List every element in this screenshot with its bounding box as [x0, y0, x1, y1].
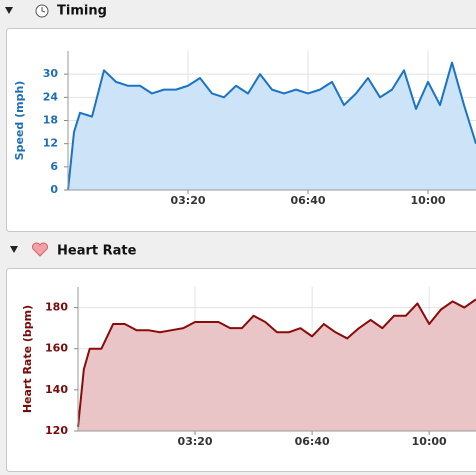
y-tick-label: 6 — [50, 160, 58, 173]
hr-header[interactable]: Heart Rate — [10, 242, 137, 259]
line — [67, 61, 476, 191]
collapse-arrow[interactable] — [5, 7, 13, 14]
section-title: Heart Rate — [57, 244, 137, 259]
y-tick-label: 120 — [45, 424, 68, 437]
x-tick-label: 03:20 — [170, 194, 205, 207]
x-tick-label: 03:20 — [178, 435, 213, 448]
x-tick-label: 10:00 — [412, 435, 447, 448]
y-tick-label: 140 — [45, 383, 68, 396]
y-axis-label: Heart Rate (bpm) — [21, 305, 34, 413]
y-axis-label: Speed (mph) — [13, 81, 26, 161]
line — [77, 298, 476, 427]
y-tick-label: 30 — [43, 67, 59, 80]
y-tick-label: 160 — [45, 342, 68, 355]
x-tick-label: 06:40 — [295, 435, 330, 448]
area — [78, 299, 476, 431]
collapse-arrow[interactable] — [10, 246, 18, 253]
area — [68, 62, 476, 191]
heart-icon — [32, 242, 48, 257]
x-tick-label: 10:00 — [410, 194, 445, 207]
clock-hands — [41, 7, 46, 13]
y-tick-label: 180 — [45, 301, 68, 314]
y-tick-label: 0 — [50, 183, 58, 196]
section-title: Timing — [57, 4, 107, 19]
x-tick-label: 06:40 — [290, 194, 325, 207]
y-tick-label: 18 — [43, 114, 58, 127]
y-tick-label: 12 — [43, 137, 58, 150]
y-tick-label: 24 — [43, 90, 59, 103]
timing-header[interactable]: Timing — [5, 4, 107, 19]
